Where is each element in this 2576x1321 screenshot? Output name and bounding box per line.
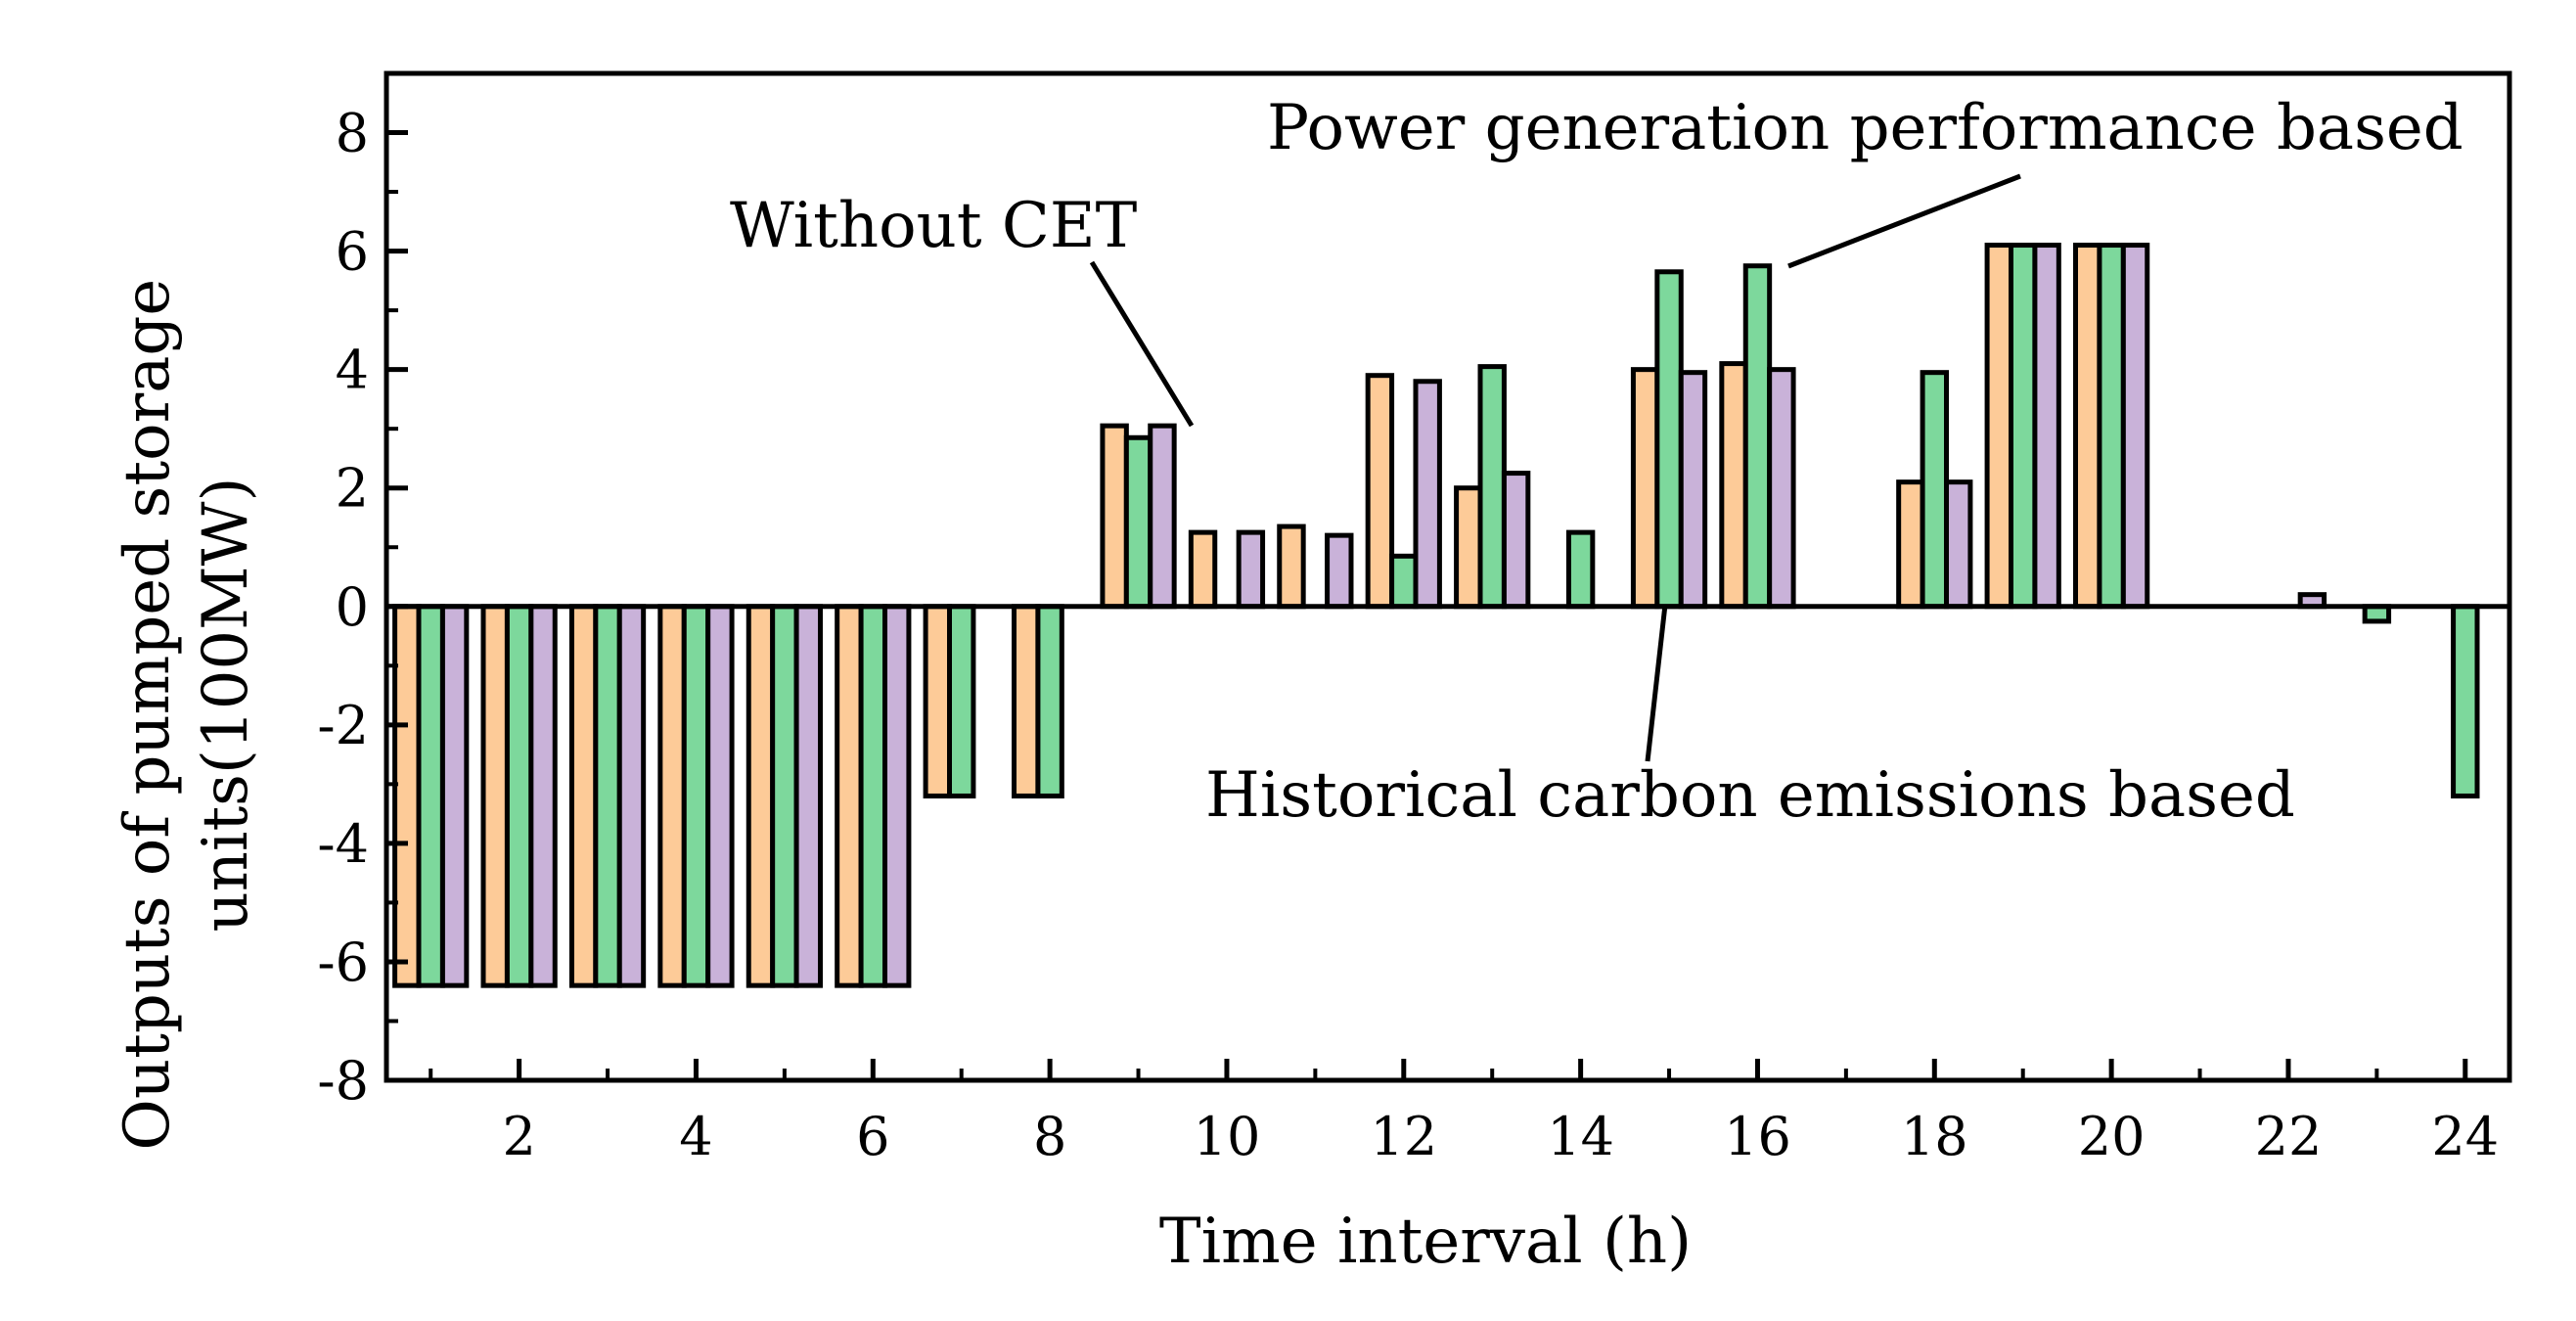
x-tick-label: 22 (2255, 1106, 2323, 1167)
bar-3-interval-20 (2120, 243, 2150, 610)
bar-3-interval-3 (616, 604, 647, 988)
bar-1-interval-4 (657, 604, 687, 988)
bar-1-interval-18 (1896, 479, 1925, 610)
x-tick-label: 10 (1194, 1106, 1261, 1167)
bar-1-interval-1 (392, 604, 422, 988)
y-tick-label: 2 (336, 458, 369, 520)
bar-3-interval-4 (705, 604, 735, 988)
bar-3-interval-2 (528, 604, 558, 988)
bar-2-interval-3 (593, 604, 622, 988)
bar-1-interval-7 (923, 604, 953, 798)
annotation-leader-without-cet (1089, 260, 1195, 428)
bar-1-interval-3 (568, 604, 599, 988)
bar-1-interval-8 (1012, 604, 1041, 798)
bar-2-interval-13 (1477, 364, 1507, 610)
x-tick-label: 8 (1033, 1106, 1066, 1167)
bar-3-interval-18 (1943, 479, 1973, 610)
bar-1-interval-5 (746, 604, 776, 988)
bar-2-interval-5 (770, 604, 799, 988)
y-tick-label: 6 (336, 221, 369, 283)
annotations-group: Without CET Power generation performance… (730, 92, 2463, 832)
annotation-leader-power-generation (1787, 173, 2021, 269)
bar-1-interval-12 (1365, 373, 1395, 610)
bar-2-interval-19 (2009, 243, 2038, 610)
bar-3-interval-9 (1148, 423, 1177, 610)
plot-frame (384, 70, 2512, 1083)
x-axis-title: Time interval (h) (1159, 1206, 1692, 1278)
x-tick-label: 14 (1547, 1106, 1614, 1167)
bar-2-interval-12 (1389, 553, 1419, 610)
x-tick-label: 16 (1724, 1106, 1791, 1167)
annotation-historical-carbon: Historical carbon emissions based (1205, 759, 2295, 832)
bar-2-interval-8 (1035, 604, 1064, 798)
bar-1-interval-11 (1277, 524, 1306, 610)
bar-1-interval-19 (1984, 243, 2014, 610)
bar-3-interval-12 (1413, 379, 1442, 610)
annotation-leader-historical-carbon (1645, 604, 1668, 762)
bar-3-interval-1 (439, 604, 470, 988)
bar-1-interval-2 (480, 604, 510, 988)
y-axis-title: Outputs of pumped storage units(100MW) (112, 258, 262, 1150)
y-tick-label: 4 (336, 340, 369, 401)
bar-3-interval-10 (1236, 529, 1266, 610)
y-tick-label: 8 (336, 103, 369, 164)
y-axis-title-line-1: Outputs of pumped storage (112, 279, 184, 1151)
bar-3-interval-15 (1678, 370, 1708, 610)
y-tick-label: 0 (336, 576, 369, 638)
x-tick-label: 4 (679, 1106, 712, 1167)
bar-2-interval-9 (1123, 434, 1153, 610)
bar-2-interval-16 (1742, 263, 1773, 610)
bar-1-interval-13 (1454, 485, 1483, 610)
bar-3-interval-5 (793, 604, 823, 988)
bar-2-interval-2 (504, 604, 534, 988)
bar-3-interval-11 (1325, 532, 1354, 610)
bar-2-interval-7 (947, 604, 976, 798)
bar-2-interval-18 (1920, 370, 1949, 610)
y-tick-label: -2 (317, 695, 369, 756)
bar-1-interval-9 (1100, 423, 1129, 610)
bar-2-interval-20 (2097, 243, 2126, 610)
bar-1-interval-10 (1188, 529, 1218, 610)
x-tick-label: 24 (2431, 1106, 2499, 1167)
x-tick-label: 2 (502, 1106, 535, 1167)
x-tick-label: 20 (2078, 1106, 2146, 1167)
x-tick-label: 6 (856, 1106, 889, 1167)
bar-3-interval-16 (1767, 367, 1796, 610)
bars-group (392, 243, 2480, 988)
bar-1-interval-15 (1630, 367, 1660, 610)
y-axis-title-line-2: units(100MW) (190, 478, 262, 933)
y-tick-label: -4 (317, 813, 369, 875)
annotation-without-cet: Without CET (730, 190, 1138, 262)
bar-1-interval-20 (2073, 243, 2102, 610)
annotation-power-generation: Power generation performance based (1267, 92, 2463, 164)
x-tick-label: 18 (1901, 1106, 1968, 1167)
bar-2-interval-6 (858, 604, 887, 988)
x-tick-label: 12 (1370, 1106, 1437, 1167)
bar-2-interval-24 (2451, 604, 2480, 798)
bar-1-interval-16 (1719, 361, 1748, 610)
bar-2-interval-4 (681, 604, 711, 988)
bar-1-interval-6 (835, 604, 864, 988)
y-tick-label: -6 (317, 932, 369, 993)
bar-3-interval-6 (881, 604, 912, 988)
bar-3-interval-19 (2032, 243, 2061, 610)
y-tick-label: -8 (317, 1050, 369, 1112)
bar-2-interval-14 (1565, 529, 1596, 610)
bar-2-interval-15 (1654, 269, 1684, 610)
bar-2-interval-1 (416, 604, 445, 988)
bar-3-interval-13 (1501, 471, 1531, 610)
